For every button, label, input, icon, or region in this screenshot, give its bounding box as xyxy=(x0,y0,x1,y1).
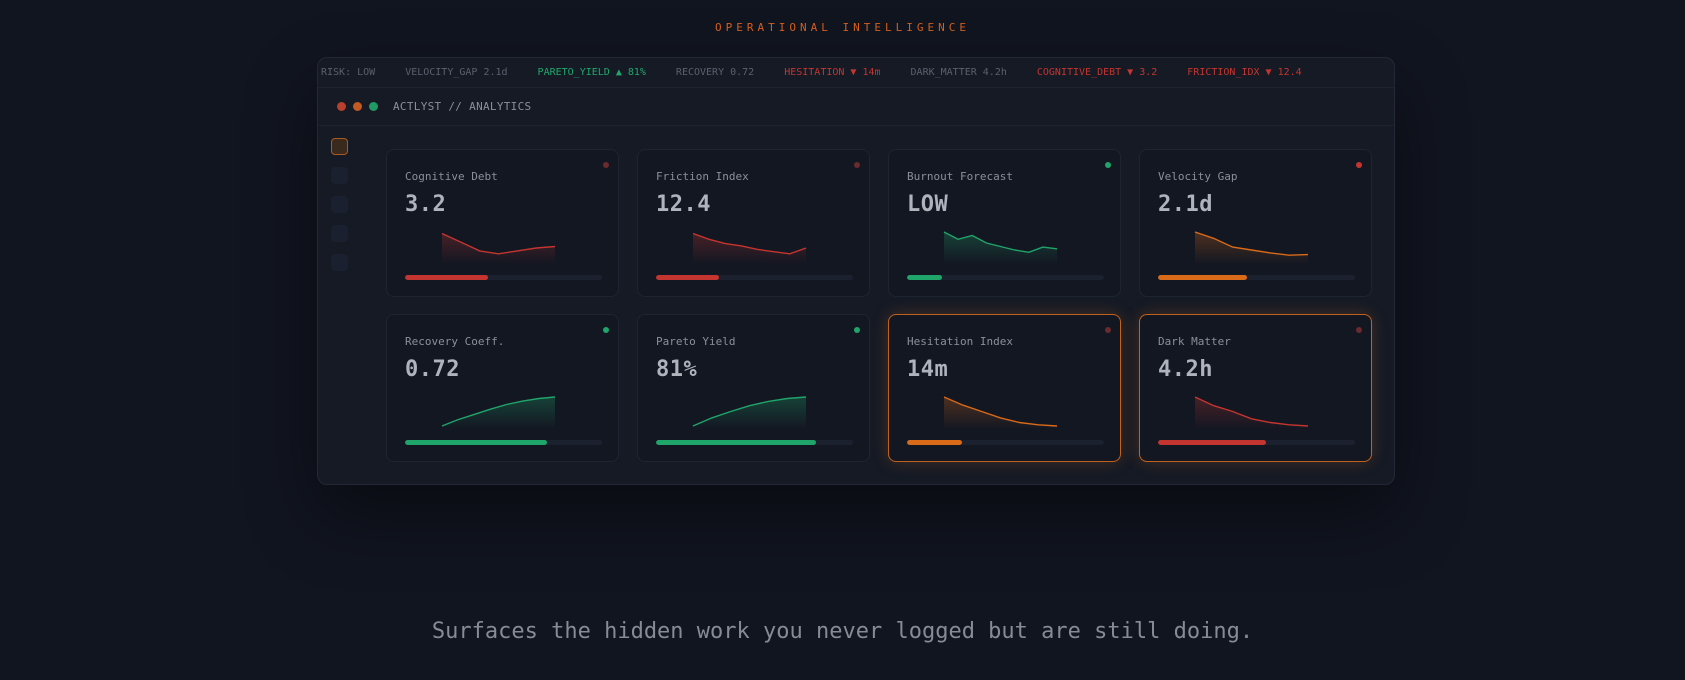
progress-bar xyxy=(907,440,1104,445)
metric-label: Cognitive Debt xyxy=(405,170,498,183)
sidebar-nav-button[interactable] xyxy=(331,138,348,155)
metric-label: Hesitation Index xyxy=(907,335,1013,348)
progress-bar xyxy=(656,275,853,280)
metric-value: 4.2h xyxy=(1158,357,1213,382)
progress-bar xyxy=(405,440,602,445)
sidebar xyxy=(331,138,348,283)
status-indicator-dot xyxy=(1356,327,1362,333)
sparkline-area xyxy=(1195,232,1308,264)
sparkline-area xyxy=(693,397,806,429)
sparkline-area xyxy=(442,233,555,264)
metric-label: Recovery Coeff. xyxy=(405,335,505,348)
metric-card[interactable]: Burnout Forecast LOW xyxy=(888,149,1121,297)
status-indicator-dot xyxy=(1356,162,1362,168)
metric-card[interactable]: Recovery Coeff. 0.72 xyxy=(386,314,619,462)
ticker-item: COGNITIVE_DEBT ▼ 3.2 xyxy=(1036,67,1158,78)
sparkline-line xyxy=(692,396,807,427)
ticker-item: DARK_MATTER 4.2h xyxy=(910,67,1007,78)
sparkline-chart xyxy=(1194,231,1309,264)
sparkline-area xyxy=(944,232,1057,264)
analytics-window: RISK: LOW VELOCITY_GAP 2.1d PARETO_YIELD ▲… xyxy=(317,57,1395,485)
status-indicator-dot xyxy=(854,327,860,333)
sparkline-chart xyxy=(692,396,807,429)
ticker-item: VELOCITY_GAP 2.1d xyxy=(405,67,508,78)
sidebar-nav-button[interactable] xyxy=(331,167,348,184)
metric-card[interactable]: Hesitation Index 14m xyxy=(888,314,1121,462)
ticker-item: HESITATION ▼ 14m xyxy=(784,67,881,78)
progress-bar-fill xyxy=(907,440,963,445)
progress-bar xyxy=(656,440,853,445)
sidebar-nav-button[interactable] xyxy=(331,225,348,242)
progress-bar-fill xyxy=(907,275,943,280)
metric-label: Burnout Forecast xyxy=(907,170,1013,183)
close-window-dot[interactable] xyxy=(337,102,346,111)
progress-bar xyxy=(1158,440,1355,445)
ticker-item: RISK: LOW xyxy=(321,67,376,78)
metric-value: 12.4 xyxy=(656,192,711,217)
sparkline-area xyxy=(1195,397,1308,429)
window-titlebar: ACTLYST // ANALYTICS xyxy=(318,88,1394,126)
minimize-window-dot[interactable] xyxy=(353,102,362,111)
sparkline-chart xyxy=(943,396,1058,429)
metric-value: 0.72 xyxy=(405,357,460,382)
progress-bar-fill xyxy=(1158,275,1247,280)
progress-bar-fill xyxy=(1158,440,1267,445)
metric-card-grid: Cognitive Debt 3.2 Friction Index 12.4 Burno… xyxy=(386,149,1372,462)
progress-bar xyxy=(907,275,1104,280)
progress-bar xyxy=(1158,275,1355,280)
sparkline-line xyxy=(692,232,807,255)
metric-label: Velocity Gap xyxy=(1158,170,1238,183)
progress-bar-fill xyxy=(656,275,720,280)
sparkline-line xyxy=(943,231,1058,254)
metric-label: Dark Matter xyxy=(1158,335,1231,348)
metric-label: Friction Index xyxy=(656,170,749,183)
sidebar-nav-button[interactable] xyxy=(331,254,348,271)
sparkline-area xyxy=(693,233,806,264)
ticker-item: PARETO_YIELD ▲ 81% xyxy=(537,67,646,78)
sparkline-line xyxy=(1194,396,1309,427)
metric-value: 81% xyxy=(656,357,698,382)
metric-value: LOW xyxy=(907,192,949,217)
window-title: ACTLYST // ANALYTICS xyxy=(393,100,532,113)
sparkline-chart xyxy=(943,231,1058,264)
metric-card[interactable]: Pareto Yield 81% xyxy=(637,314,870,462)
sparkline-line xyxy=(1194,231,1309,256)
progress-bar-fill xyxy=(405,275,488,280)
metric-value: 3.2 xyxy=(405,192,447,217)
sidebar-nav-button[interactable] xyxy=(331,196,348,213)
ticker-item: RECOVERY 0.72 xyxy=(675,67,755,78)
sparkline-line xyxy=(441,396,556,427)
metric-card[interactable]: Velocity Gap 2.1d xyxy=(1139,149,1372,297)
sparkline-area xyxy=(944,397,1057,429)
sparkline-chart xyxy=(1194,396,1309,429)
sparkline-line xyxy=(441,232,556,255)
sparkline-chart xyxy=(441,232,556,264)
metrics-ticker: RISK: LOW VELOCITY_GAP 2.1d PARETO_YIELD ▲… xyxy=(318,58,1394,88)
metric-value: 2.1d xyxy=(1158,192,1213,217)
status-indicator-dot xyxy=(603,162,609,168)
sparkline-line xyxy=(943,396,1058,427)
progress-bar xyxy=(405,275,602,280)
status-indicator-dot xyxy=(603,327,609,333)
sparkline-area xyxy=(442,397,555,429)
status-indicator-dot xyxy=(1105,162,1111,168)
ticker-item: FRICTION_IDX ▼ 12.4 xyxy=(1187,67,1302,78)
maximize-window-dot[interactable] xyxy=(369,102,378,111)
tagline: Surfaces the hidden work you never logge… xyxy=(431,619,1254,644)
sparkline-chart xyxy=(692,232,807,264)
metric-card[interactable]: Friction Index 12.4 xyxy=(637,149,870,297)
progress-bar-fill xyxy=(656,440,816,445)
progress-bar-fill xyxy=(405,440,547,445)
metric-label: Pareto Yield xyxy=(656,335,736,348)
status-indicator-dot xyxy=(854,162,860,168)
sparkline-chart xyxy=(441,396,556,429)
metric-card[interactable]: Dark Matter 4.2h xyxy=(1139,314,1372,462)
metric-card[interactable]: Cognitive Debt 3.2 xyxy=(386,149,619,297)
metric-value: 14m xyxy=(907,357,949,382)
status-indicator-dot xyxy=(1105,327,1111,333)
section-eyebrow: OPERATIONAL INTELLIGENCE xyxy=(715,21,970,34)
